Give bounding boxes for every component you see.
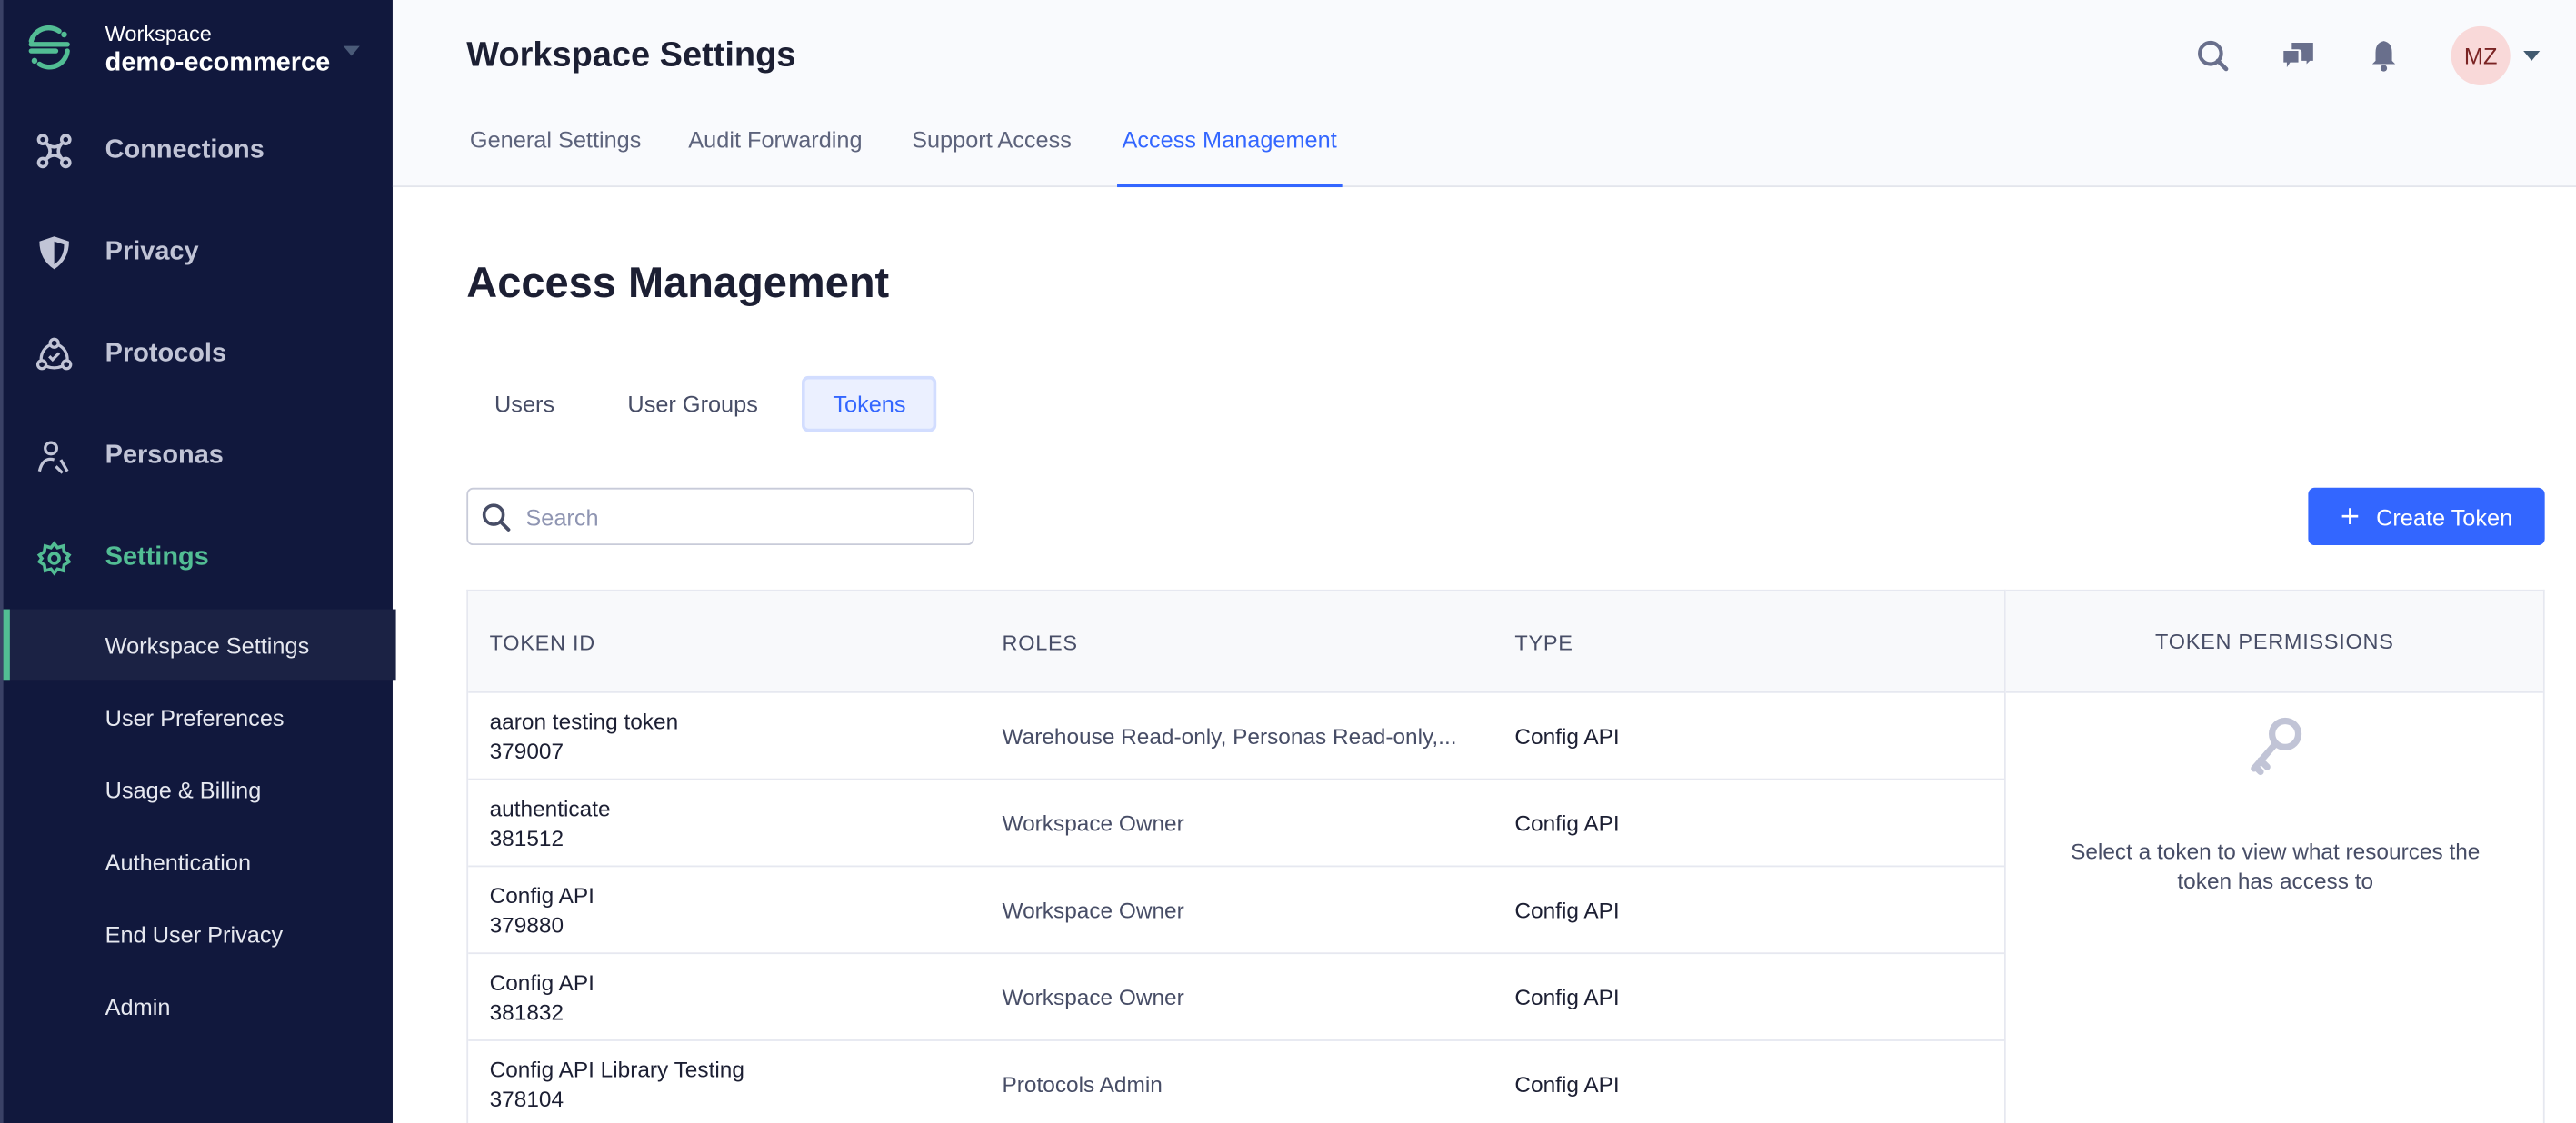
subtab-tokens[interactable]: Tokens: [802, 375, 937, 432]
chevron-down-icon[interactable]: [343, 45, 360, 56]
nav-label: Connections: [105, 136, 265, 164]
token-id: 381832: [489, 999, 564, 1025]
subnav-end-user-privacy[interactable]: End User Privacy: [105, 920, 284, 947]
table-row[interactable]: Config API 381832 Workspace Owner Config AP…: [468, 954, 2005, 1041]
token-id: 378104: [489, 1087, 564, 1112]
nav-label: Personas: [105, 442, 224, 470]
connections-icon: [36, 134, 72, 169]
subnav-usage-billing[interactable]: Usage & Billing: [105, 775, 262, 802]
section-title: Access Management: [466, 257, 890, 307]
subnav-workspace-settings[interactable]: Workspace Settings: [3, 609, 396, 681]
segment-logo-icon: [28, 25, 70, 70]
table-row[interactable]: Config API Library Testing 378104 Protocol…: [468, 1041, 2004, 1123]
panel-title: TOKEN PERMISSIONS: [2005, 591, 2543, 693]
subtab-user-groups[interactable]: User Groups: [627, 391, 758, 418]
tab-access-management[interactable]: Access Management: [1117, 126, 1343, 188]
nav-privacy[interactable]: Privacy: [4, 220, 396, 285]
token-roles: Warehouse Read-only, Personas Read-only,…: [1002, 724, 1457, 750]
search-input[interactable]: [525, 489, 954, 544]
workspace-switcher[interactable]: demo-ecommerce: [105, 49, 331, 77]
token-permissions-panel: TOKEN PERMISSIONS Select a token to view…: [2005, 589, 2545, 1123]
token-name: Config API: [489, 883, 594, 909]
panel-empty-text: Select a token to view what resources th…: [2071, 839, 2481, 894]
nav-connections[interactable]: Connections: [4, 118, 396, 184]
token-roles: Workspace Owner: [1002, 898, 1184, 923]
tokens-table: TOKEN ID ROLES TYPE aaron testing token 3…: [466, 589, 2006, 1123]
token-name: authenticate: [489, 796, 611, 821]
token-roles: Workspace Owner: [1002, 810, 1184, 836]
search-icon[interactable]: [2196, 39, 2229, 72]
column-token-id[interactable]: TOKEN ID: [489, 631, 595, 656]
search-icon: [482, 503, 511, 532]
create-token-button[interactable]: + Create Token: [2308, 487, 2545, 546]
plus-icon: +: [2340, 498, 2361, 535]
token-type: Config API: [1514, 1072, 1620, 1098]
avatar[interactable]: MZ: [2451, 25, 2511, 85]
table-row[interactable]: authenticate 381512 Workspace Owner Config …: [468, 780, 2005, 868]
token-type: Config API: [1514, 985, 1620, 1010]
shield-icon: [39, 236, 69, 270]
top-header: Workspace Settings General Settings Audi…: [392, 0, 2576, 188]
table-row[interactable]: aaron testing token 379007 Warehouse Read-…: [468, 693, 2005, 780]
tab-general-settings[interactable]: General Settings: [469, 126, 642, 154]
sidebar: Workspace demo-ecommerce Connections Pri…: [0, 0, 396, 1123]
token-name: Config API: [489, 970, 594, 996]
subnav-authentication[interactable]: Authentication: [105, 848, 252, 875]
key-icon: [2251, 717, 2302, 776]
nav-protocols[interactable]: Protocols: [4, 322, 396, 387]
chat-icon[interactable]: [2281, 39, 2314, 72]
column-roles[interactable]: ROLES: [1002, 631, 1078, 656]
tab-audit-forwarding[interactable]: Audit Forwarding: [688, 126, 863, 154]
token-type: Config API: [1514, 724, 1620, 750]
token-roles: Protocols Admin: [1002, 1072, 1163, 1098]
tab-support-access[interactable]: Support Access: [912, 126, 1072, 154]
page-title: Workspace Settings: [466, 35, 796, 75]
chevron-down-icon[interactable]: [2523, 51, 2541, 61]
nav-label: Settings: [105, 543, 209, 571]
token-id: 379880: [489, 912, 564, 939]
subtab-users[interactable]: Users: [494, 391, 555, 418]
personas-icon: [37, 441, 69, 474]
search-field[interactable]: [466, 487, 974, 546]
table-row[interactable]: Config API 379880 Workspace Owner Config AP…: [468, 867, 2005, 955]
nav-personas[interactable]: Personas: [4, 423, 396, 489]
token-name: aaron testing token: [489, 709, 679, 734]
nav-settings[interactable]: Settings: [4, 525, 396, 591]
token-id: 379007: [489, 739, 564, 764]
workspace-label: Workspace: [105, 21, 212, 46]
subnav-admin[interactable]: Admin: [105, 992, 171, 1019]
gear-icon: [36, 541, 72, 576]
token-id: 381512: [489, 826, 564, 851]
column-type[interactable]: TYPE: [1514, 631, 1573, 656]
nav-label: Privacy: [105, 238, 199, 266]
protocols-icon: [35, 337, 73, 371]
token-name: Config API Library Testing: [489, 1057, 744, 1083]
create-token-label: Create Token: [2376, 502, 2513, 530]
table-header: TOKEN ID ROLES TYPE: [468, 591, 2005, 693]
token-roles: Workspace Owner: [1002, 985, 1184, 1010]
token-type: Config API: [1514, 898, 1620, 923]
subnav-user-preferences[interactable]: User Preferences: [105, 703, 285, 730]
bell-icon[interactable]: [2369, 39, 2399, 72]
token-type: Config API: [1514, 810, 1620, 836]
nav-label: Protocols: [105, 340, 227, 368]
